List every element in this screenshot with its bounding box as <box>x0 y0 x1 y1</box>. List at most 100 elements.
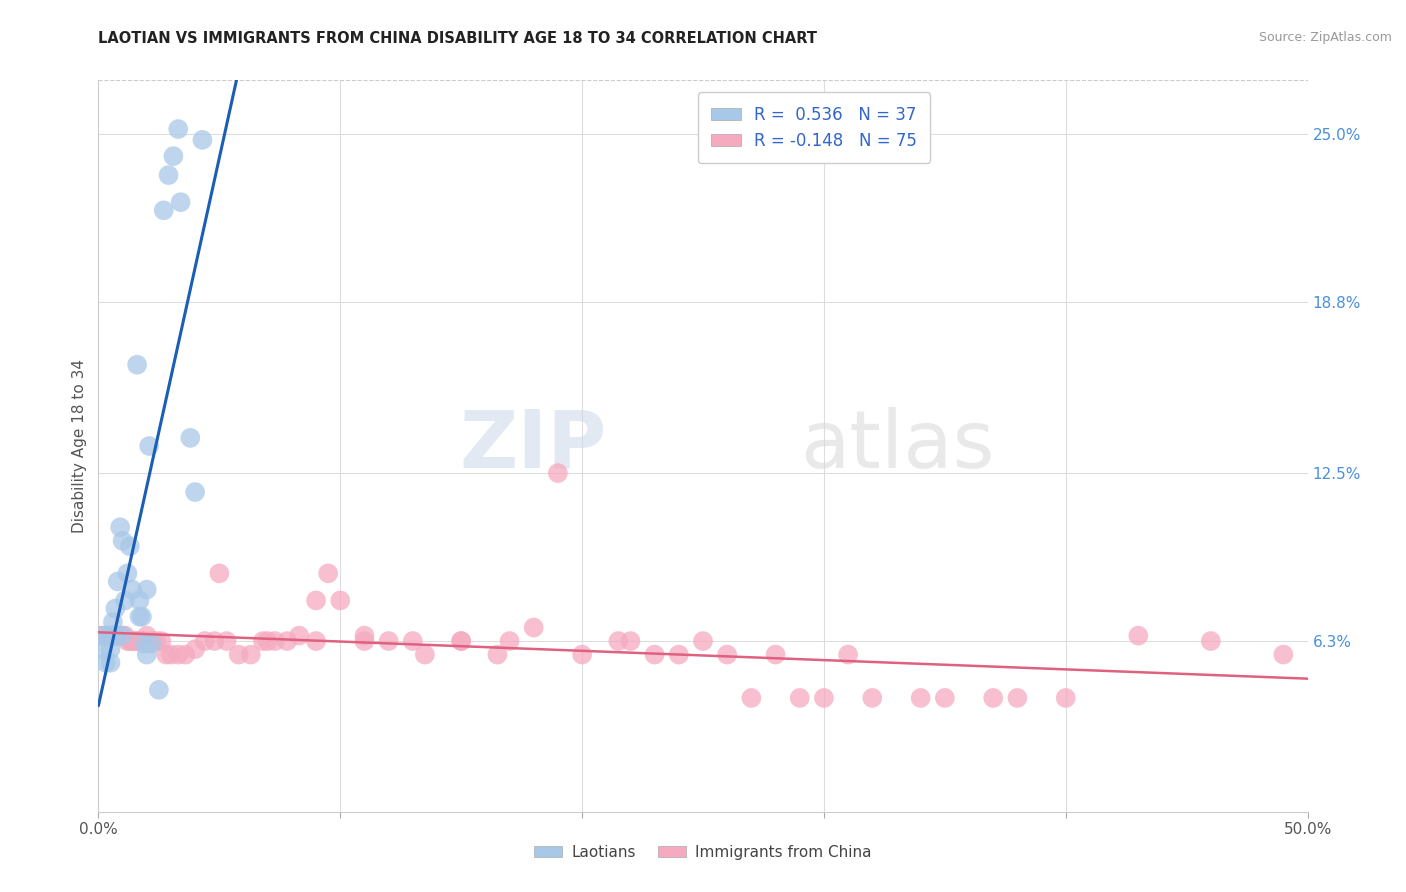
Point <box>111 629 134 643</box>
Point <box>1272 648 1295 662</box>
Point <box>353 629 375 643</box>
Point <box>184 485 207 500</box>
Point <box>402 634 425 648</box>
Point <box>100 642 122 657</box>
Point <box>100 656 122 670</box>
Point <box>124 634 146 648</box>
Point <box>305 593 328 607</box>
Point <box>131 609 153 624</box>
Point <box>127 358 149 372</box>
Point <box>160 648 183 662</box>
Point <box>353 634 375 648</box>
Point <box>91 629 114 643</box>
Point <box>107 574 129 589</box>
Point <box>117 566 139 581</box>
Point <box>934 690 956 705</box>
Point <box>450 634 472 648</box>
Point <box>765 648 787 662</box>
Point <box>184 642 207 657</box>
Point <box>111 629 134 643</box>
Text: ZIP: ZIP <box>458 407 606 485</box>
Point <box>191 133 214 147</box>
Point <box>167 122 190 136</box>
Point <box>104 629 127 643</box>
Point <box>118 634 141 648</box>
Point <box>837 648 859 662</box>
Point <box>117 634 139 648</box>
Point <box>329 593 352 607</box>
Point <box>135 629 157 643</box>
Text: LAOTIAN VS IMMIGRANTS FROM CHINA DISABILITY AGE 18 TO 34 CORRELATION CHART: LAOTIAN VS IMMIGRANTS FROM CHINA DISABIL… <box>98 31 817 46</box>
Point <box>128 609 150 624</box>
Point <box>288 629 311 643</box>
Point <box>571 648 593 662</box>
Point <box>239 648 262 662</box>
Point <box>174 648 197 662</box>
Point <box>316 566 339 581</box>
Point <box>619 634 641 648</box>
Point <box>131 634 153 648</box>
Point <box>108 629 131 643</box>
Point <box>141 637 163 651</box>
Point <box>128 634 150 648</box>
Text: Source: ZipAtlas.com: Source: ZipAtlas.com <box>1258 31 1392 45</box>
Point <box>644 648 666 662</box>
Point <box>94 656 117 670</box>
Point <box>111 533 134 548</box>
Point <box>91 642 114 657</box>
Point <box>716 648 738 662</box>
Point <box>1007 690 1029 705</box>
Point <box>101 629 124 643</box>
Point <box>97 629 120 643</box>
Point <box>100 629 122 643</box>
Point <box>128 593 150 607</box>
Point <box>264 634 287 648</box>
Point <box>101 629 124 643</box>
Point <box>981 690 1004 705</box>
Point <box>118 539 141 553</box>
Point <box>145 634 167 648</box>
Point <box>107 629 129 643</box>
Point <box>547 466 569 480</box>
Point <box>104 601 127 615</box>
Point <box>135 648 157 662</box>
Point <box>1128 629 1150 643</box>
Point <box>108 520 131 534</box>
Point <box>157 168 180 182</box>
Point <box>740 690 762 705</box>
Point <box>134 634 156 648</box>
Point <box>860 690 883 705</box>
Text: atlas: atlas <box>800 407 994 485</box>
Point <box>486 648 509 662</box>
Point <box>607 634 630 648</box>
Point <box>141 634 163 648</box>
Point <box>114 593 136 607</box>
Point <box>523 620 546 634</box>
Point <box>134 637 156 651</box>
Point <box>101 615 124 629</box>
Point <box>169 195 191 210</box>
Point <box>167 648 190 662</box>
Point <box>1199 634 1222 648</box>
Point <box>114 629 136 643</box>
Point <box>256 634 278 648</box>
Point <box>413 648 436 662</box>
Point <box>90 629 112 643</box>
Point <box>94 629 117 643</box>
Point <box>97 629 120 643</box>
Point <box>138 439 160 453</box>
Point <box>135 582 157 597</box>
Point <box>104 629 127 643</box>
Point <box>155 648 177 662</box>
Point <box>121 582 143 597</box>
Point <box>1054 690 1077 705</box>
Point <box>252 634 274 648</box>
Point <box>194 634 217 648</box>
Point <box>498 634 520 648</box>
Point <box>228 648 250 662</box>
Point <box>305 634 328 648</box>
Legend: Laotians, Immigrants from China: Laotians, Immigrants from China <box>529 839 877 866</box>
Y-axis label: Disability Age 18 to 34: Disability Age 18 to 34 <box>72 359 87 533</box>
Point <box>100 629 122 643</box>
Point <box>450 634 472 648</box>
